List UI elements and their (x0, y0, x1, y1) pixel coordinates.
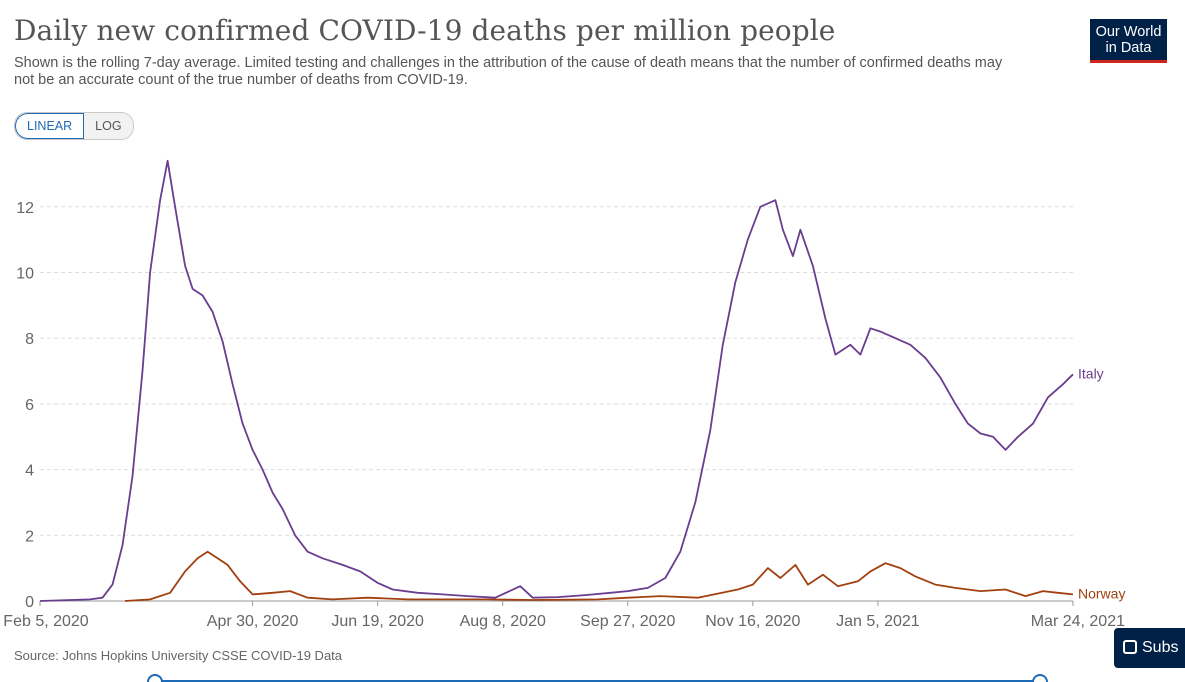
source-note: Source: Johns Hopkins University CSSE CO… (14, 648, 343, 663)
series-label-italy[interactable]: Italy (1078, 365, 1104, 381)
logo-line-2: in Data (1105, 40, 1152, 56)
x-tick-label: Jun 19, 2020 (331, 613, 424, 630)
y-tick-label: 8 (25, 331, 34, 348)
mail-icon (1123, 640, 1137, 654)
logo-line-1: Our World (1095, 24, 1162, 40)
y-tick-label: 4 (25, 463, 34, 480)
series-label-norway[interactable]: Norway (1078, 585, 1125, 601)
y-tick-label: 12 (16, 200, 34, 217)
gridlines (40, 206, 1073, 602)
y-tick-label: 6 (25, 397, 34, 414)
linear-scale-button[interactable]: LINEAR (15, 113, 85, 139)
chart-title: Daily new confirmed COVID-19 deaths per … (14, 14, 836, 47)
owid-logo[interactable]: Our World in Data (1090, 19, 1167, 63)
x-tick-label: Feb 5, 2020 (3, 613, 89, 630)
y-tick-label: 2 (25, 528, 34, 545)
log-scale-button[interactable]: LOG (84, 113, 133, 139)
x-tick-label: Nov 16, 2020 (705, 613, 800, 630)
timeline-start-handle[interactable] (147, 674, 163, 682)
timeline-end-handle[interactable] (1032, 674, 1048, 682)
timeline-slider[interactable] (0, 672, 1185, 682)
x-tick-label: Sep 27, 2020 (580, 613, 675, 630)
series-lines (39, 159, 1074, 602)
subscribe-label: Subs (1142, 639, 1179, 656)
subscribe-button[interactable]: Subs (1114, 628, 1185, 668)
series-line-norway[interactable] (124, 550, 1074, 602)
y-axis-ticks: 0 2 4 6 8 10 12 (16, 200, 34, 611)
y-tick-label: 10 (16, 266, 34, 283)
scale-toggle: LINEAR LOG (14, 112, 134, 140)
chart-subtitle: Shown is the rolling 7-day average. Limi… (14, 55, 1003, 88)
x-tick-label: Mar 24, 2021 (1031, 613, 1125, 630)
x-tick-label: Jan 5, 2021 (836, 613, 920, 630)
y-tick-label: 0 (25, 594, 34, 611)
x-tick-label: Apr 30, 2020 (207, 613, 299, 630)
x-axis-ticks: Feb 5, 2020 Apr 30, 2020 Jun 19, 2020 Aug 8… (3, 601, 1125, 630)
series-labels: Italy Norway (1078, 365, 1125, 601)
x-tick-label: Aug 8, 2020 (460, 613, 546, 630)
series-line-italy[interactable] (39, 159, 1074, 602)
